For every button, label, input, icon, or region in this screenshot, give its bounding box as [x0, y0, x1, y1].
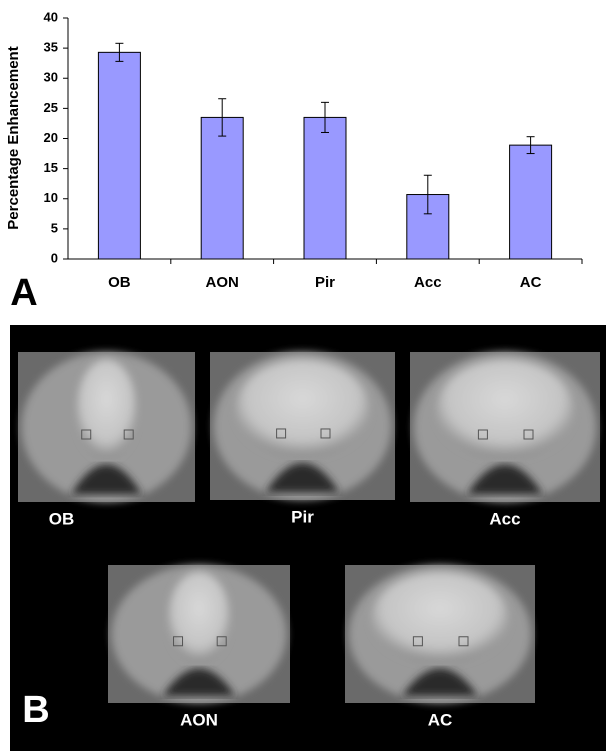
error-bar — [423, 174, 432, 215]
roi — [412, 636, 423, 647]
mri-base — [402, 668, 478, 697]
y-tick-label: 15 — [44, 160, 58, 175]
y-tick-label: 5 — [51, 220, 58, 235]
bar — [303, 116, 347, 260]
error-bar — [321, 101, 329, 133]
error-bar — [526, 136, 535, 155]
x-tick-label: OB — [108, 274, 131, 291]
y-tick-label: 35 — [44, 40, 58, 55]
error-bar — [218, 98, 227, 137]
image-label: Acc — [489, 509, 520, 528]
mri-brain — [168, 571, 230, 663]
mri-brain — [371, 571, 509, 663]
bar — [97, 51, 141, 260]
y-tick-label: 20 — [44, 130, 58, 145]
roi — [276, 428, 287, 439]
mri-base — [467, 464, 543, 495]
mri-images — [18, 352, 600, 703]
roi — [216, 636, 227, 647]
mri-brain — [436, 359, 574, 459]
roi — [123, 429, 134, 440]
x-tick-label: Pir — [315, 274, 335, 291]
mri-base — [162, 668, 236, 697]
x-tick-label: AON — [206, 274, 239, 291]
image-label: AC — [428, 710, 453, 729]
mri-base — [71, 464, 142, 495]
image-label: AON — [180, 710, 218, 729]
y-tick-label: 25 — [44, 100, 58, 115]
mri-brain — [235, 359, 370, 458]
panel-label: B — [22, 689, 49, 731]
roi — [81, 429, 92, 440]
roi — [523, 429, 534, 440]
roi — [173, 636, 184, 647]
roi — [320, 428, 331, 439]
x-tick-label: AC — [520, 274, 542, 291]
x-tick-label: Acc — [414, 274, 442, 291]
bar — [200, 116, 244, 260]
y-axis-label: Percentage Enhancement — [5, 46, 22, 229]
panel-label: A — [10, 272, 37, 314]
bar — [509, 144, 553, 260]
image-label: OB — [49, 509, 75, 528]
y-tick-label: 0 — [51, 250, 58, 265]
error-bar — [115, 42, 124, 62]
mri-brain — [76, 359, 137, 459]
y-tick-label: 10 — [44, 190, 58, 205]
y-tick-label: 30 — [44, 70, 58, 85]
mri-base — [265, 463, 340, 493]
y-tick-label: 40 — [44, 9, 58, 24]
roi — [477, 429, 488, 440]
image-label: Pir — [291, 507, 314, 526]
roi — [458, 636, 469, 647]
